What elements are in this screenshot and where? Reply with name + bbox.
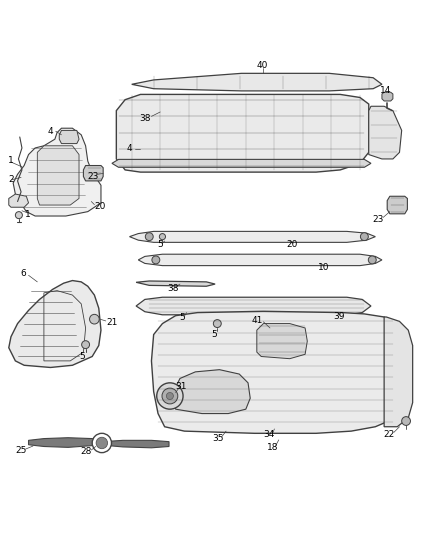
- Text: 18: 18: [267, 443, 278, 452]
- Polygon shape: [381, 92, 392, 101]
- Polygon shape: [28, 438, 103, 447]
- Polygon shape: [13, 128, 101, 216]
- Text: 22: 22: [383, 430, 394, 439]
- Text: 2: 2: [8, 175, 14, 184]
- Text: 23: 23: [87, 172, 99, 181]
- Polygon shape: [136, 297, 370, 315]
- Polygon shape: [383, 317, 412, 427]
- Text: 38: 38: [167, 284, 179, 293]
- Circle shape: [145, 233, 153, 240]
- Text: 5: 5: [157, 240, 163, 249]
- Polygon shape: [129, 231, 374, 243]
- Text: 41: 41: [251, 316, 263, 325]
- Polygon shape: [256, 324, 307, 359]
- Polygon shape: [9, 194, 28, 207]
- Text: 1: 1: [8, 156, 14, 165]
- Circle shape: [152, 256, 159, 264]
- Circle shape: [156, 383, 183, 409]
- Text: 20: 20: [94, 202, 106, 211]
- Circle shape: [166, 392, 173, 400]
- Text: 5: 5: [211, 330, 217, 340]
- Text: 5: 5: [79, 352, 85, 360]
- Polygon shape: [83, 166, 103, 181]
- Polygon shape: [37, 146, 79, 205]
- Polygon shape: [136, 281, 215, 286]
- Polygon shape: [112, 159, 370, 167]
- Text: 38: 38: [139, 114, 150, 123]
- Text: 14: 14: [379, 86, 390, 95]
- Circle shape: [81, 341, 89, 349]
- Circle shape: [159, 233, 165, 240]
- Polygon shape: [59, 131, 79, 143]
- Text: 28: 28: [81, 447, 92, 456]
- Polygon shape: [386, 196, 406, 214]
- Text: 23: 23: [372, 215, 383, 223]
- Circle shape: [15, 212, 22, 219]
- Polygon shape: [138, 254, 381, 265]
- Polygon shape: [173, 370, 250, 414]
- Text: 6: 6: [21, 269, 27, 278]
- Text: 35: 35: [212, 434, 223, 443]
- Text: 20: 20: [286, 240, 297, 249]
- Text: 4: 4: [48, 127, 53, 136]
- Circle shape: [89, 314, 99, 324]
- Polygon shape: [151, 311, 401, 433]
- Polygon shape: [116, 94, 368, 172]
- Polygon shape: [131, 74, 381, 91]
- Polygon shape: [9, 280, 101, 367]
- Circle shape: [401, 417, 410, 425]
- Text: 5: 5: [179, 313, 185, 322]
- Text: 4: 4: [127, 144, 132, 154]
- Circle shape: [162, 388, 177, 404]
- Circle shape: [92, 433, 111, 453]
- Text: 21: 21: [106, 318, 117, 327]
- Text: 34: 34: [263, 430, 274, 439]
- Circle shape: [360, 233, 367, 240]
- Text: 10: 10: [317, 263, 328, 272]
- Text: 39: 39: [332, 312, 344, 321]
- Circle shape: [367, 256, 375, 264]
- Text: 1: 1: [25, 210, 31, 219]
- Text: 31: 31: [175, 382, 187, 391]
- Polygon shape: [103, 440, 169, 448]
- Text: 25: 25: [16, 446, 27, 455]
- Polygon shape: [147, 96, 175, 102]
- Circle shape: [96, 437, 107, 449]
- Polygon shape: [368, 106, 401, 159]
- Circle shape: [213, 320, 221, 327]
- Text: 40: 40: [256, 61, 267, 70]
